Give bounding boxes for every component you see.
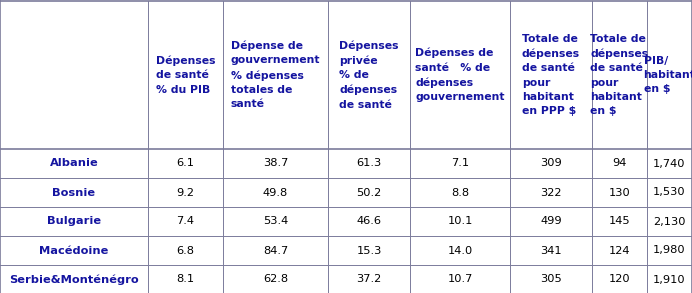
Text: 341: 341 — [540, 246, 562, 255]
Text: 49.8: 49.8 — [263, 188, 288, 197]
Text: 6.1: 6.1 — [176, 159, 194, 168]
Text: 1,980: 1,980 — [653, 246, 686, 255]
Text: 94: 94 — [612, 159, 627, 168]
Text: 1,530: 1,530 — [653, 188, 686, 197]
Text: 50.2: 50.2 — [356, 188, 381, 197]
Text: 322: 322 — [540, 188, 562, 197]
Text: 62.8: 62.8 — [263, 275, 288, 285]
Text: 8.1: 8.1 — [176, 275, 194, 285]
Text: 8.8: 8.8 — [451, 188, 469, 197]
Text: 10.1: 10.1 — [447, 217, 473, 226]
Text: Totale de
dépenses
de santé
pour
habitant
en PPP $: Totale de dépenses de santé pour habitan… — [522, 34, 580, 116]
Text: 84.7: 84.7 — [263, 246, 288, 255]
Text: 2,130: 2,130 — [653, 217, 686, 226]
Text: Albanie: Albanie — [50, 159, 98, 168]
Text: 124: 124 — [609, 246, 630, 255]
Text: 53.4: 53.4 — [263, 217, 288, 226]
Text: 130: 130 — [609, 188, 630, 197]
Text: 120: 120 — [609, 275, 630, 285]
Text: 145: 145 — [609, 217, 630, 226]
Text: Totale de
dépenses
de santé
pour
habitant
en $: Totale de dépenses de santé pour habitan… — [590, 34, 648, 116]
Text: PIB/
habitant
en $: PIB/ habitant en $ — [644, 56, 692, 94]
Text: Dépenses
privée
% de
dépenses
de santé: Dépenses privée % de dépenses de santé — [339, 40, 399, 110]
Text: 38.7: 38.7 — [263, 159, 288, 168]
Text: 46.6: 46.6 — [356, 217, 381, 226]
Text: 15.3: 15.3 — [356, 246, 382, 255]
Text: 9.2: 9.2 — [176, 188, 194, 197]
Text: 309: 309 — [540, 159, 562, 168]
Text: Serbie&Monténégro: Serbie&Monténégro — [9, 274, 139, 285]
Text: Dépense de
gouvernement
% dépenses
totales de
santé: Dépense de gouvernement % dépenses total… — [230, 40, 320, 110]
Text: Bulgarie: Bulgarie — [47, 217, 101, 226]
Text: 61.3: 61.3 — [356, 159, 381, 168]
Text: 7.1: 7.1 — [451, 159, 469, 168]
Text: 1,740: 1,740 — [653, 159, 686, 168]
Text: 1,910: 1,910 — [653, 275, 686, 285]
Text: 14.0: 14.0 — [447, 246, 473, 255]
Text: 6.8: 6.8 — [176, 246, 194, 255]
Text: 10.7: 10.7 — [447, 275, 473, 285]
Text: 37.2: 37.2 — [356, 275, 381, 285]
Text: 499: 499 — [540, 217, 562, 226]
Text: Macédoine: Macédoine — [39, 246, 109, 255]
Text: 305: 305 — [540, 275, 562, 285]
Text: 7.4: 7.4 — [176, 217, 194, 226]
Text: Dépenses de
santé   % de
dépenses
gouvernement: Dépenses de santé % de dépenses gouverne… — [415, 48, 504, 102]
Text: Dépenses
de santé
% du PIB: Dépenses de santé % du PIB — [156, 55, 215, 95]
Text: Bosnie: Bosnie — [53, 188, 95, 197]
